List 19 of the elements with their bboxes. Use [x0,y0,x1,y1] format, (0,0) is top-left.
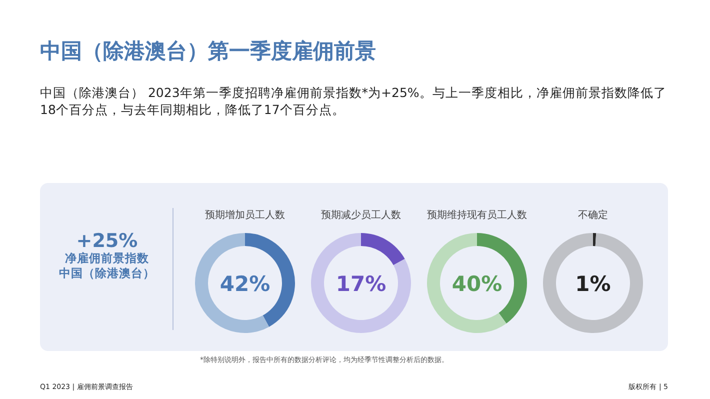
text: 40% [452,272,502,296]
text: 中国（除港澳台） [59,266,155,280]
donut-slice [543,233,643,333]
chart-title: 预期减少员工人数 [321,209,401,221]
chart-title: 预期增加员工人数 [205,209,285,221]
text: 中国（除港澳台） 2023年第一季度招聘净雇佣前景指数*为+25%。与上一季度相比，净雇佣前景指数降低了18个百分点，与去年同期相比，降低了17个百分点。 [40,85,666,117]
donut-slice [195,233,270,333]
text: 净雇佣前景指数 [65,251,150,265]
chart-title: 不确定 [578,209,608,221]
text: 17% [336,272,386,296]
text: 42% [220,272,270,296]
donut-slice [593,233,596,246]
donut-slice [361,233,405,266]
chart-title: 预期维持现有员工人数 [427,209,527,221]
donut-slice [427,233,506,333]
text: +25% [76,230,138,252]
text: 中国（除港澳台）第一季度雇佣前景 [40,39,376,63]
donut-slice [311,233,411,333]
text: 1% [575,272,611,296]
